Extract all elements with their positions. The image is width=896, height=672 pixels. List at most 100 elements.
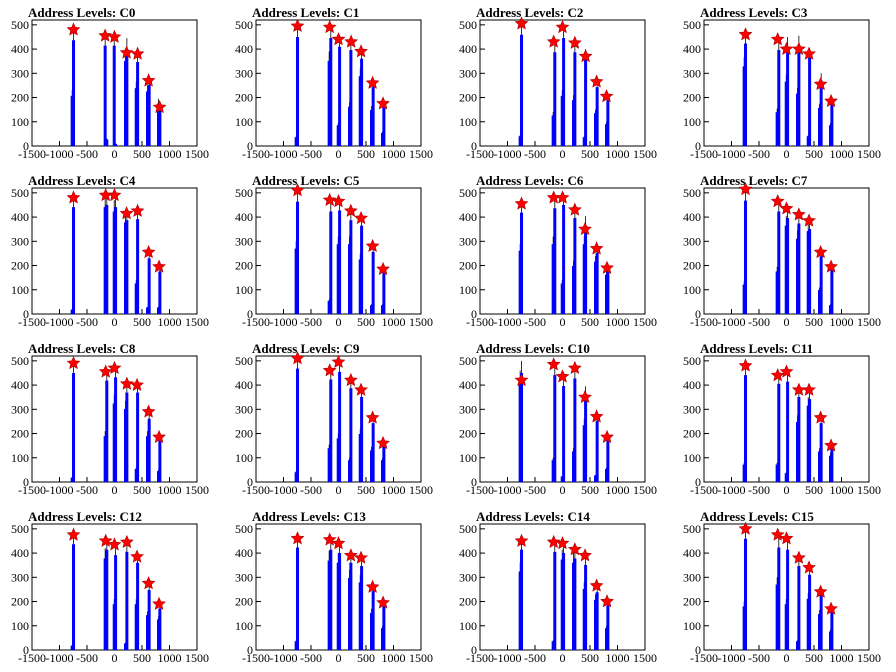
y-tick-label: 200 bbox=[683, 595, 701, 609]
histogram-bin bbox=[551, 115, 555, 146]
y-tick-label: 500 bbox=[235, 18, 253, 32]
x-tick-label: 0 bbox=[560, 315, 566, 329]
x-tick-label: 1000 bbox=[158, 147, 182, 161]
x-tick-label: -1000 bbox=[718, 483, 746, 497]
y-tick-label: 0 bbox=[23, 307, 29, 321]
histogram-bin bbox=[819, 423, 823, 482]
histogram-bin bbox=[551, 641, 555, 650]
y-tick-label: 100 bbox=[459, 115, 477, 129]
histogram-bin bbox=[818, 614, 821, 650]
y-tick-label: 500 bbox=[459, 186, 477, 200]
peak-star-marker bbox=[555, 536, 570, 550]
x-tick-label: -1000 bbox=[494, 147, 522, 161]
y-tick-label: 400 bbox=[11, 378, 29, 392]
y-tick-label: 100 bbox=[235, 451, 253, 465]
panel-title: Address Levels: C5 bbox=[252, 173, 360, 188]
histogram-bin bbox=[371, 423, 375, 482]
histogram-bin bbox=[371, 591, 375, 650]
x-tick-label: 500 bbox=[581, 651, 599, 665]
x-tick-label: 1000 bbox=[830, 651, 854, 665]
y-tick-label: 100 bbox=[683, 115, 701, 129]
y-tick-label: 400 bbox=[11, 42, 29, 56]
x-tick-label: 1000 bbox=[158, 315, 182, 329]
panel-13: Address Levels: C13 0 100 200 300 400 500 -1500… bbox=[235, 509, 433, 665]
y-tick-label: 100 bbox=[683, 619, 701, 633]
histogram-bin bbox=[338, 552, 342, 650]
x-tick-label: -1500 bbox=[242, 147, 270, 161]
histogram-bin bbox=[296, 36, 300, 146]
panel-title: Address Levels: C1 bbox=[252, 5, 359, 20]
x-tick-label: 0 bbox=[112, 651, 118, 665]
peak-star-marker bbox=[738, 181, 753, 196]
histogram-bin bbox=[594, 113, 597, 146]
histogram-bin bbox=[158, 608, 162, 650]
panel-title: Address Levels: C14 bbox=[476, 509, 590, 524]
x-tick-label: -1500 bbox=[242, 483, 270, 497]
x-tick-label: -1500 bbox=[690, 147, 718, 161]
histogram-bin bbox=[360, 225, 364, 314]
histogram-bin bbox=[147, 258, 151, 314]
histogram-bin bbox=[103, 436, 107, 482]
x-tick-label: 1500 bbox=[185, 483, 209, 497]
peak-star-marker bbox=[578, 548, 592, 562]
histogram-bin bbox=[327, 60, 331, 147]
histogram-bin bbox=[360, 566, 364, 650]
peak-star-marker bbox=[546, 357, 561, 371]
y-tick-label: 100 bbox=[235, 283, 253, 297]
histogram-bin bbox=[349, 220, 353, 314]
y-tick-label: 400 bbox=[683, 546, 701, 560]
panel-title: Address Levels: C4 bbox=[28, 173, 136, 188]
y-tick-label: 200 bbox=[683, 427, 701, 441]
y-tick-label: 300 bbox=[459, 402, 477, 416]
x-tick-label: 0 bbox=[784, 147, 790, 161]
x-tick-label: -1500 bbox=[18, 651, 46, 665]
x-tick-label: 1500 bbox=[857, 315, 881, 329]
x-tick-label: -1500 bbox=[18, 315, 46, 329]
peak-star-marker bbox=[290, 351, 305, 365]
x-tick-label: 500 bbox=[581, 147, 599, 161]
panel-9: Address Levels: C90100200300400500-1500-… bbox=[235, 341, 433, 497]
x-tick-label: 0 bbox=[560, 483, 566, 497]
histogram-bin bbox=[819, 80, 823, 146]
peak-star-marker bbox=[344, 34, 359, 48]
x-tick-label: -500 bbox=[76, 651, 98, 665]
histogram-bin bbox=[818, 290, 821, 314]
y-tick-label: 400 bbox=[683, 378, 701, 392]
x-tick-label: 1500 bbox=[185, 315, 209, 329]
y-tick-label: 0 bbox=[471, 475, 477, 489]
x-tick-label: 500 bbox=[357, 147, 375, 161]
peak-star-marker bbox=[322, 363, 337, 377]
y-tick-label: 500 bbox=[11, 522, 29, 536]
x-tick-label: 0 bbox=[560, 651, 566, 665]
x-tick-label: -500 bbox=[524, 483, 546, 497]
peak-star-marker bbox=[331, 536, 346, 550]
y-tick-label: 100 bbox=[235, 115, 253, 129]
y-tick-label: 0 bbox=[23, 475, 29, 489]
peak-star-marker bbox=[514, 533, 529, 547]
peak-star-marker bbox=[514, 16, 529, 30]
peak-star-marker bbox=[66, 22, 81, 36]
x-tick-label: 1000 bbox=[158, 651, 182, 665]
peak-star-marker bbox=[376, 595, 390, 609]
peak-star-marker bbox=[555, 369, 570, 383]
y-tick-label: 0 bbox=[23, 643, 29, 657]
peak-star-marker bbox=[290, 18, 305, 32]
panel-title: Address Levels: C11 bbox=[700, 341, 813, 356]
x-tick-label: -500 bbox=[300, 651, 322, 665]
histogram-bin bbox=[594, 475, 597, 482]
peak-star-marker bbox=[66, 527, 81, 541]
x-tick-label: 500 bbox=[357, 483, 375, 497]
peak-star-marker bbox=[354, 211, 368, 225]
y-tick-label: 400 bbox=[11, 210, 29, 224]
x-tick-label: -500 bbox=[748, 147, 770, 161]
peak-star-marker bbox=[770, 32, 785, 46]
x-tick-label: 0 bbox=[336, 147, 342, 161]
peak-star-marker bbox=[322, 20, 337, 34]
peak-star-marker bbox=[376, 261, 390, 276]
peak-star-marker bbox=[779, 531, 794, 545]
y-tick-label: 300 bbox=[683, 402, 701, 416]
x-tick-label: 0 bbox=[112, 483, 118, 497]
peak-star-marker bbox=[546, 534, 561, 549]
panel-3: Address Levels: C30100200300400500-1500-… bbox=[683, 5, 881, 161]
x-tick-label: 500 bbox=[357, 315, 375, 329]
